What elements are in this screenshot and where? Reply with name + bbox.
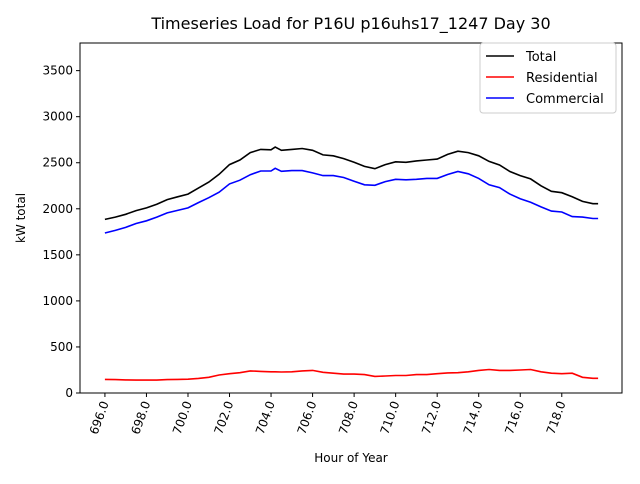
- x-tick-label: 714.0: [461, 399, 486, 436]
- legend-box: [479, 42, 617, 114]
- x-tick-label: 702.0: [211, 399, 236, 436]
- x-tick-label: 718.0: [544, 399, 569, 436]
- series-line-total: [104, 146, 599, 221]
- x-tick-label: 700.0: [170, 399, 195, 436]
- legend-label: Commercial: [526, 92, 604, 107]
- y-tick-label: 2000: [42, 202, 73, 216]
- y-tick-label: 1000: [42, 294, 73, 308]
- legend: Total Residential Commercial: [479, 42, 617, 114]
- legend-label: Residential: [526, 71, 598, 86]
- y-axis-label: kW total: [14, 193, 28, 243]
- chart-title: Timeseries Load for P16U p16uhs17_1247 D…: [150, 14, 550, 34]
- legend-label: Total: [525, 50, 556, 65]
- y-tick-label: 1500: [42, 248, 73, 262]
- plot-frame: [79, 42, 623, 394]
- y-tick-label: 3500: [42, 64, 73, 78]
- x-tick-label: 704.0: [253, 399, 278, 436]
- series-line-commercial: [104, 167, 599, 234]
- y-tick-label: 500: [50, 340, 73, 354]
- x-tick-label: 716.0: [502, 399, 527, 436]
- x-tick-label: 712.0: [419, 399, 444, 436]
- x-axis-label: Hour of Year: [314, 451, 388, 465]
- y-tick-label: 3000: [42, 110, 73, 124]
- x-tick-label: 706.0: [294, 399, 319, 436]
- x-tick-label: 710.0: [378, 399, 403, 436]
- x-tick-label: 698.0: [128, 399, 153, 436]
- y-tick-label: 0: [65, 386, 73, 400]
- x-tick-label: 708.0: [336, 399, 361, 436]
- y-tick-label: 2500: [42, 156, 73, 170]
- x-tick-label: 696.0: [87, 399, 112, 436]
- series-line-residential: [104, 368, 599, 381]
